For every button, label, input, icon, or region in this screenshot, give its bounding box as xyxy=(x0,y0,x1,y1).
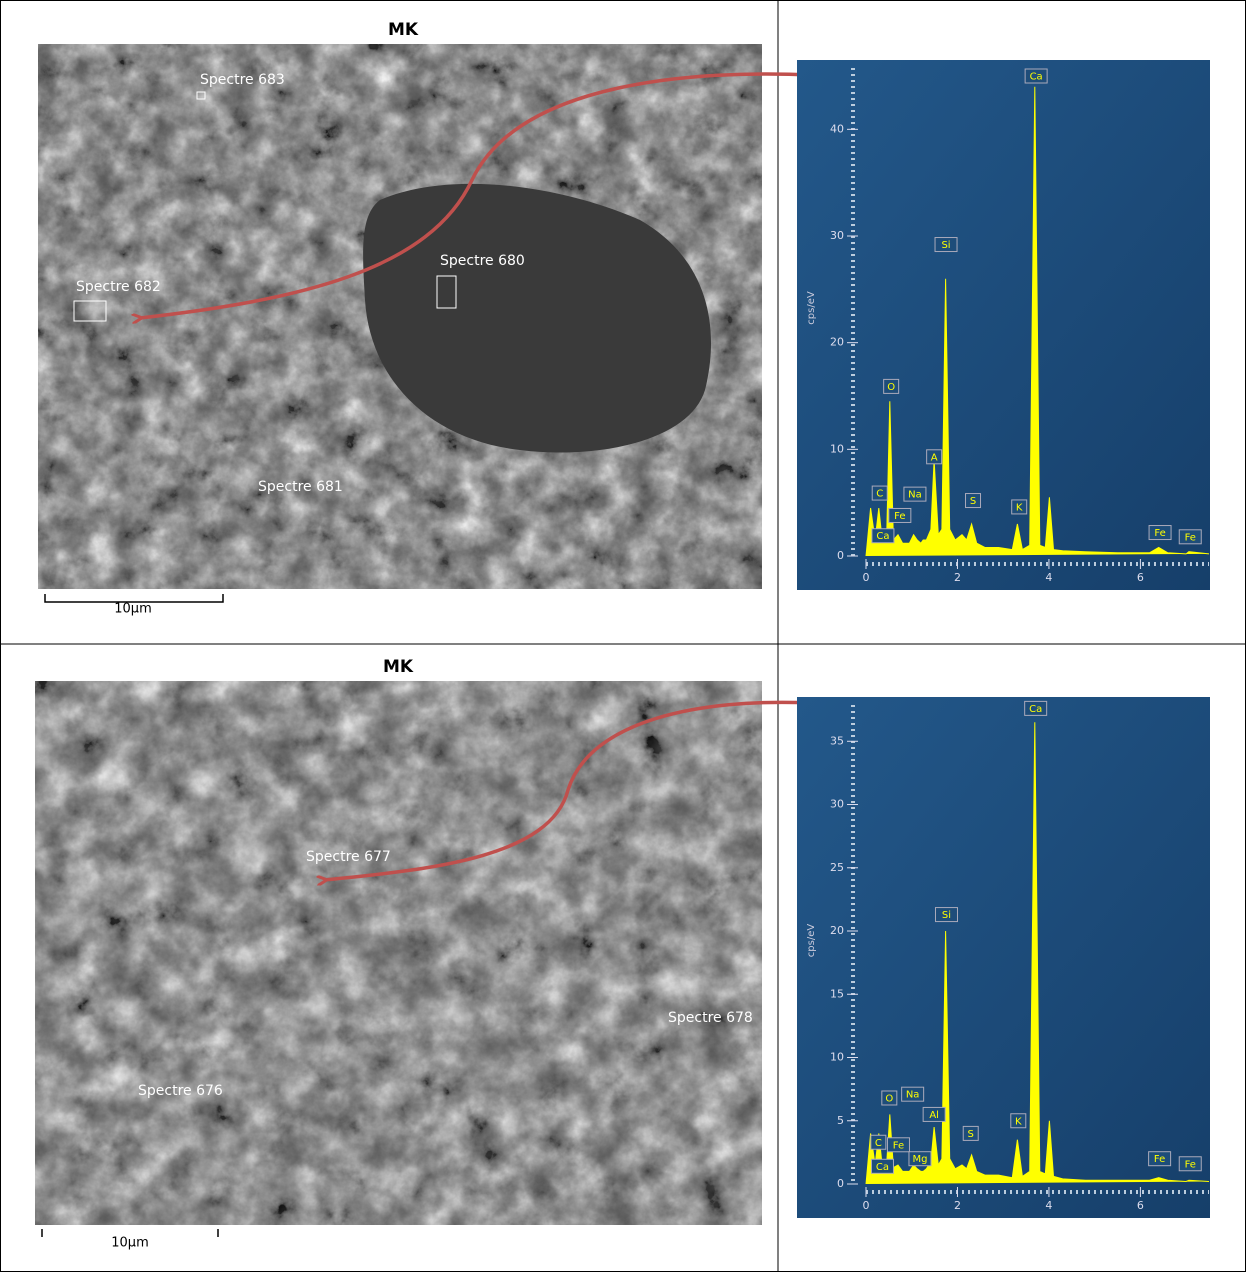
spectrum-label: Spectre 677 xyxy=(306,849,391,865)
peak-label-box xyxy=(934,907,958,923)
peak-label-box xyxy=(1011,499,1028,515)
spectrum-label: Spectre 682 xyxy=(76,279,161,295)
x-tick-label: 6 xyxy=(1137,571,1144,584)
y-tick-label: 5 xyxy=(837,1114,844,1127)
peak-label: O xyxy=(885,1093,893,1104)
peak-label: O xyxy=(887,382,895,393)
x-tick-label: 2 xyxy=(954,1199,961,1212)
arrow xyxy=(325,700,813,880)
peak-label-box xyxy=(886,1137,910,1153)
x-tick-label: 6 xyxy=(1137,1199,1144,1212)
peak-label-box xyxy=(901,1086,925,1102)
peak-label-box xyxy=(903,486,927,502)
peak-label: Si xyxy=(941,240,950,251)
peak-label: Fe xyxy=(1185,1159,1196,1170)
peak-label-box xyxy=(922,1106,946,1122)
y-axis-label: cps/eV xyxy=(806,291,817,325)
scale-bar xyxy=(41,1229,219,1237)
x-tick-label: 2 xyxy=(954,571,961,584)
peak-label-box xyxy=(962,1125,979,1141)
peak-label: Ca xyxy=(876,531,889,542)
y-tick-label: 30 xyxy=(830,798,844,811)
peak-label: Fe xyxy=(893,1140,904,1151)
x-tick-label: 0 xyxy=(863,571,870,584)
peak-label: K xyxy=(1016,502,1023,513)
peak-label: Mg xyxy=(912,1154,927,1165)
peak-label: Fe xyxy=(894,511,905,522)
spectrum-label: Spectre 678 xyxy=(668,1010,753,1026)
spectrum-box xyxy=(196,91,206,100)
peak-label-box xyxy=(871,528,895,544)
peak-label: Na xyxy=(906,1090,920,1101)
chart-panel xyxy=(797,60,1210,590)
scale-bar xyxy=(44,594,224,603)
peak-label: Na xyxy=(908,490,922,501)
peak-label-box xyxy=(871,485,888,501)
peak-label-box xyxy=(1148,525,1172,541)
spectrum-box xyxy=(436,275,457,309)
y-axis-label: cps/eV xyxy=(806,924,817,958)
peak-label-box xyxy=(926,449,943,465)
spectrum-label: Spectre 680 xyxy=(440,253,525,269)
peak-label: Si xyxy=(942,910,951,921)
spectrum-box xyxy=(73,300,107,322)
y-tick-label: 10 xyxy=(830,442,844,455)
peak-label-box xyxy=(1178,1156,1202,1172)
x-tick-label: 4 xyxy=(1045,571,1052,584)
peak-label: S xyxy=(968,1129,974,1140)
spectrum-label: Spectre 681 xyxy=(258,479,343,495)
peak-label: Fe xyxy=(1185,532,1196,543)
y-tick-label: 20 xyxy=(830,336,844,349)
arrow xyxy=(140,72,813,318)
peak-label-box xyxy=(934,237,958,253)
peak-label-box xyxy=(965,493,982,509)
peak-label: Al xyxy=(929,1110,939,1121)
x-tick-label: 4 xyxy=(1045,1199,1052,1212)
peak-label: S xyxy=(970,496,976,507)
y-tick-label: 10 xyxy=(830,1051,844,1064)
peak-label: C xyxy=(875,1138,882,1149)
scale-label: 10µm xyxy=(114,602,151,617)
x-tick-label: 0 xyxy=(863,1199,870,1212)
y-tick-label: 30 xyxy=(830,229,844,242)
y-tick-label: 25 xyxy=(830,861,844,874)
peak-label-box xyxy=(1024,68,1048,84)
peak-label-box xyxy=(870,1158,894,1174)
peak-label: Ca xyxy=(1029,704,1042,715)
y-tick-label: 0 xyxy=(837,549,844,562)
spectrum xyxy=(865,722,1210,1185)
y-tick-label: 35 xyxy=(830,734,844,747)
peak-label: Fe xyxy=(1154,1154,1165,1165)
chart-panel xyxy=(797,697,1210,1218)
peak-label: Ca xyxy=(876,1162,889,1173)
peak-label-box xyxy=(1178,529,1202,545)
peak-label-box xyxy=(888,507,912,523)
sem-dark-region xyxy=(363,183,712,453)
peak-label: Fe xyxy=(1154,528,1165,539)
y-tick-label: 40 xyxy=(830,122,844,135)
peak-label: C xyxy=(876,489,883,500)
peak-label-box xyxy=(870,1134,887,1150)
spectrum xyxy=(865,86,1210,557)
peak-label-box xyxy=(908,1151,932,1167)
sem-texture xyxy=(35,681,762,1225)
peak-label-box xyxy=(881,1090,898,1106)
peak-label: Ca xyxy=(1030,72,1043,83)
peak-label: A xyxy=(931,452,938,463)
peak-label-box xyxy=(1010,1113,1027,1129)
peak-label-box xyxy=(883,378,900,394)
panel-title: MK xyxy=(383,657,414,677)
scale-label: 10µm xyxy=(111,1236,148,1251)
y-tick-label: 15 xyxy=(830,987,844,1000)
y-tick-label: 0 xyxy=(837,1177,844,1190)
y-tick-label: 20 xyxy=(830,924,844,937)
peak-label-box xyxy=(1024,700,1048,716)
spectrum-label: Spectre 683 xyxy=(200,72,285,88)
panel-title: MK xyxy=(388,20,419,40)
peak-label-box xyxy=(1148,1151,1172,1167)
spectrum-label: Spectre 676 xyxy=(138,1083,223,1099)
peak-label: K xyxy=(1015,1116,1022,1127)
